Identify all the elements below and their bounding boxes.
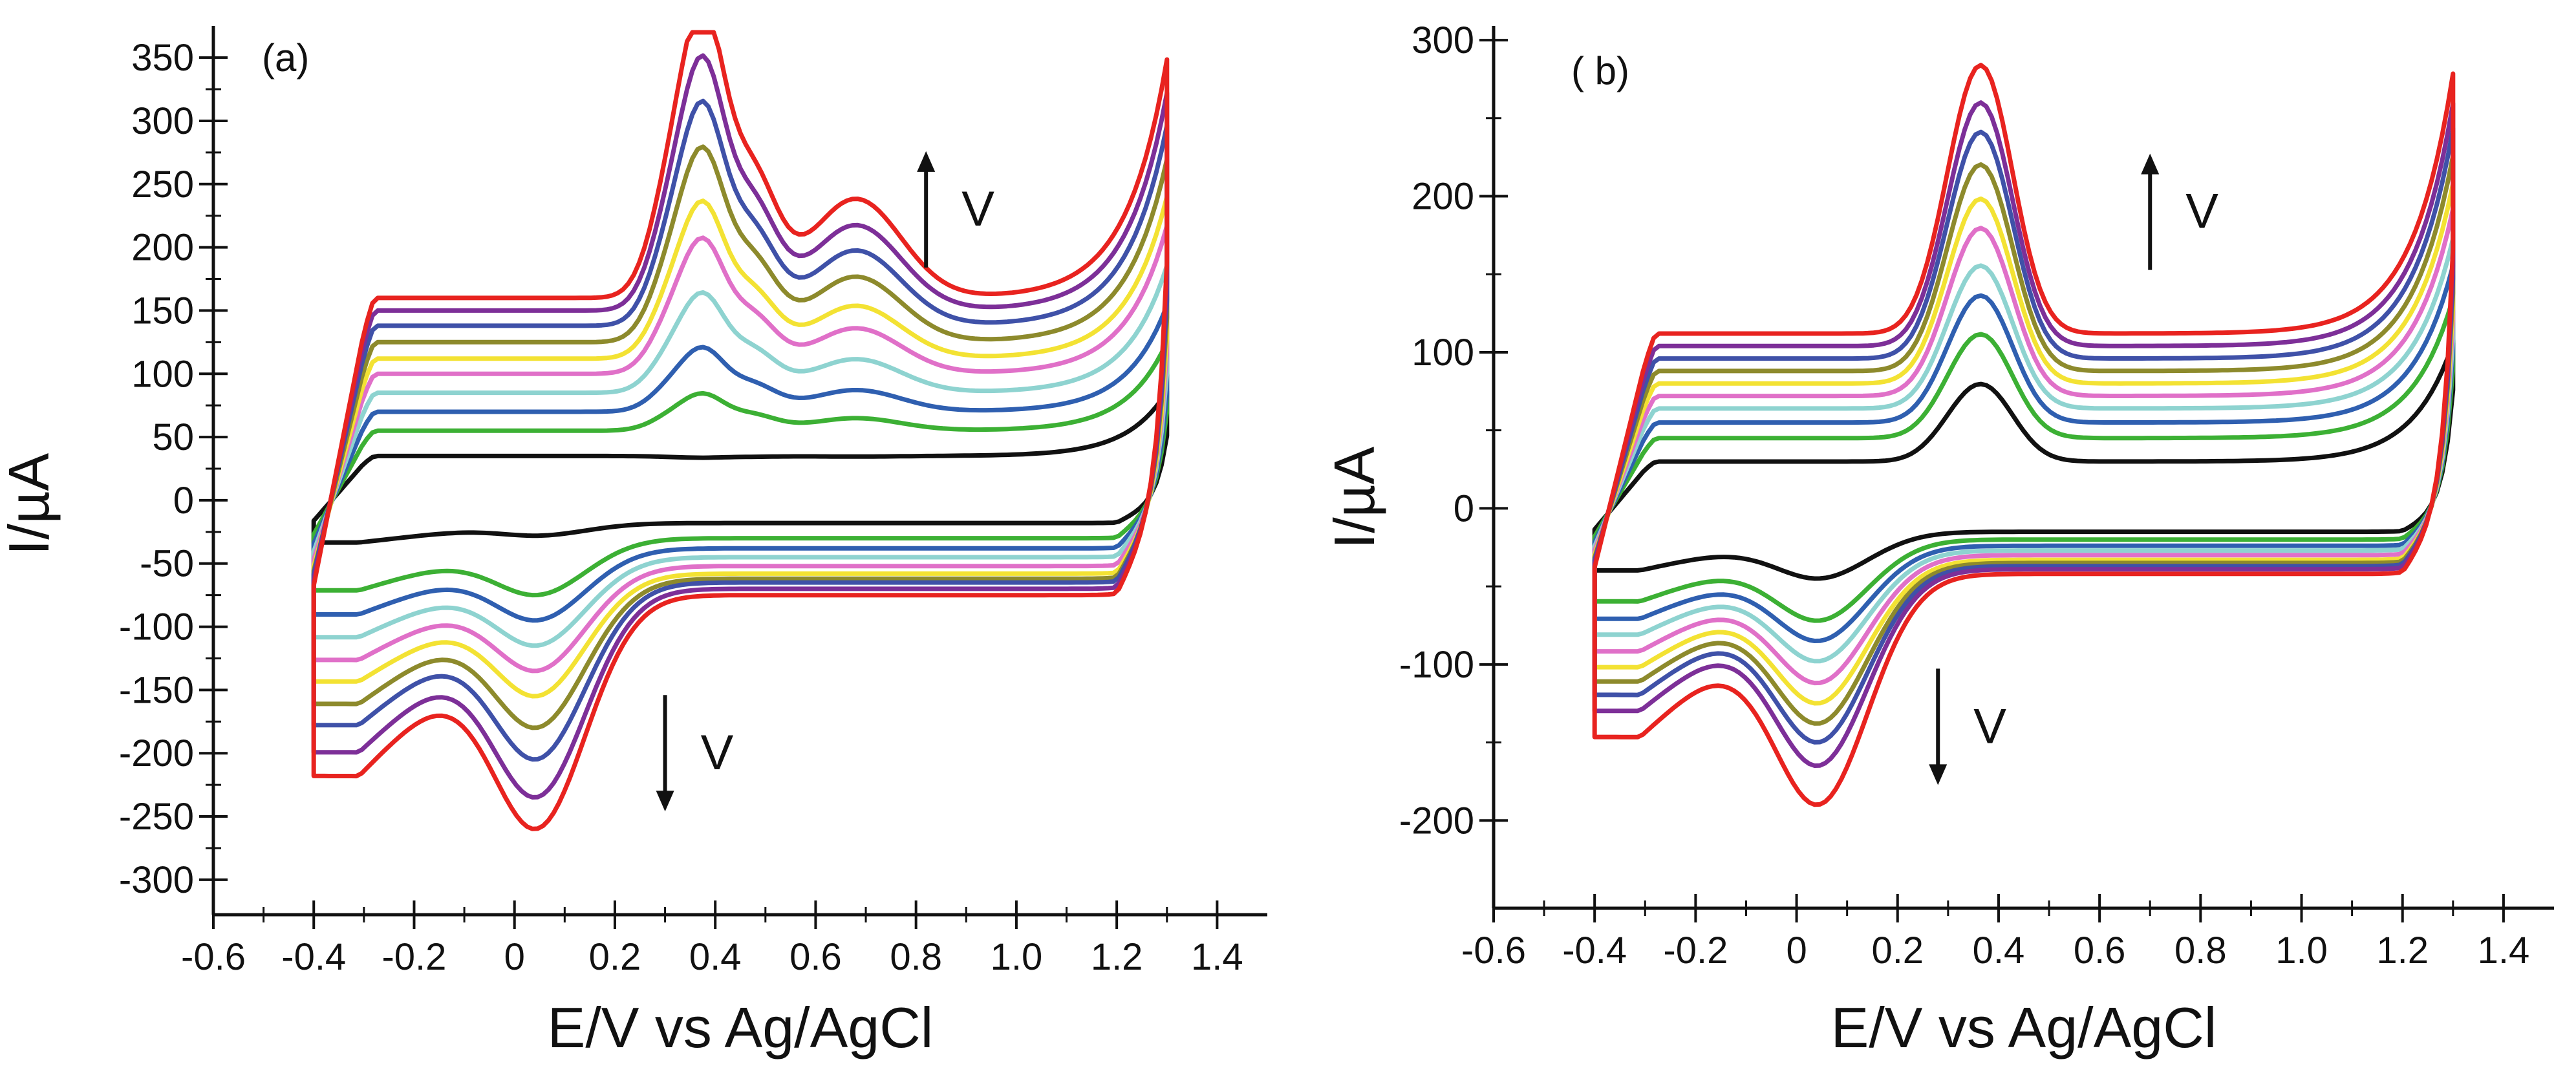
scan-rate-label: V xyxy=(961,182,994,237)
x-tick-label: 0.6 xyxy=(789,936,842,978)
x-tick-label: 0.4 xyxy=(1973,930,2025,972)
x-tick-label: 0.8 xyxy=(890,936,942,978)
y-tick-label: -50 xyxy=(140,543,194,585)
x-axis-title: E/V vs Ag/AgCl xyxy=(548,996,934,1059)
x-tick-label: 1.4 xyxy=(2478,930,2530,972)
panel-label: (a) xyxy=(262,36,309,80)
x-tick-label: 0.8 xyxy=(2174,930,2227,972)
x-tick-label: 0.2 xyxy=(589,936,641,978)
x-tick-label: 0 xyxy=(504,936,525,978)
y-tick-label: -250 xyxy=(119,796,194,838)
cv-curve-scan-10 xyxy=(311,30,1170,831)
y-tick-label: 250 xyxy=(131,164,194,206)
cv-curve-scan-10 xyxy=(1592,63,2456,807)
cv-curve-scan-5 xyxy=(311,223,1170,674)
x-tick-label: 1.2 xyxy=(1091,936,1143,978)
x-tick-label: 1.0 xyxy=(2275,930,2328,972)
panel-label: ( b) xyxy=(1571,49,1629,92)
scan-rate-label: V xyxy=(1973,699,2006,754)
x-tick-label: 0.6 xyxy=(2074,930,2126,972)
y-tick-label: -300 xyxy=(119,859,194,901)
x-tick-label: 0 xyxy=(1786,930,1807,972)
x-tick-label: 0.4 xyxy=(689,936,742,978)
y-axis-title: I/µA xyxy=(0,453,61,556)
cv-curve-scan-6 xyxy=(311,194,1170,699)
scan-rate-arrow-head xyxy=(917,151,936,172)
panel-b: 300 200 100 0 -100 -200 -0.6 -0.4 -0.2 0 0.2 0.4 0.6… xyxy=(1322,19,2554,1059)
x-tick-label: -0.4 xyxy=(281,936,346,978)
cv-curve-scan-5 xyxy=(1592,206,2456,686)
x-tick-label: -0.6 xyxy=(1461,930,1526,972)
x-tick-label: 1.2 xyxy=(2376,930,2429,972)
y-tick-label: 0 xyxy=(173,480,194,522)
x-tick-label: -0.4 xyxy=(1562,930,1627,972)
y-tick-label: 100 xyxy=(131,353,194,395)
x-tick-label: -0.2 xyxy=(381,936,446,978)
y-tick-label: 300 xyxy=(1411,19,1474,61)
scan-rate-arrow-head xyxy=(1929,764,1948,785)
x-tick-label: 1.0 xyxy=(991,936,1043,978)
cv-curve-scan-1 xyxy=(1592,341,2456,581)
x-tick-label: -0.6 xyxy=(181,936,246,978)
y-tick-label: 200 xyxy=(1411,176,1474,218)
y-tick-label: 150 xyxy=(131,290,194,332)
y-tick-label: -100 xyxy=(1399,644,1474,686)
cv-curve-scan-1 xyxy=(311,389,1170,545)
scan-rate-label: V xyxy=(2185,184,2218,239)
y-tick-label: 50 xyxy=(152,416,194,458)
scan-rate-arrow-head xyxy=(2141,153,2160,175)
y-tick-label: -200 xyxy=(119,732,194,774)
scan-rate-label: V xyxy=(701,725,734,780)
y-tick-label: 350 xyxy=(131,37,194,79)
x-tick-label: -0.2 xyxy=(1663,930,1728,972)
cv-curve-scan-4 xyxy=(1592,236,2456,664)
y-axis-title: I/µA xyxy=(1322,447,1386,549)
y-tick-label: -100 xyxy=(119,606,194,648)
y-tick-label: 200 xyxy=(131,227,194,269)
x-axis-title: E/V vs Ag/AgCl xyxy=(1831,996,2217,1059)
x-tick-label: 0.2 xyxy=(1871,930,1924,972)
panel-a: 350 300 250 200 150 100 50 0 -50 -100 -150 -200 -250… xyxy=(0,26,1267,1059)
y-tick-label: 0 xyxy=(1454,487,1474,529)
x-tick-label: 1.4 xyxy=(1191,936,1243,978)
y-tick-label: -200 xyxy=(1399,800,1474,842)
y-tick-label: 300 xyxy=(131,100,194,142)
y-tick-label: 100 xyxy=(1411,332,1474,374)
scan-rate-arrow-head xyxy=(656,791,674,812)
y-tick-label: -150 xyxy=(119,669,194,711)
